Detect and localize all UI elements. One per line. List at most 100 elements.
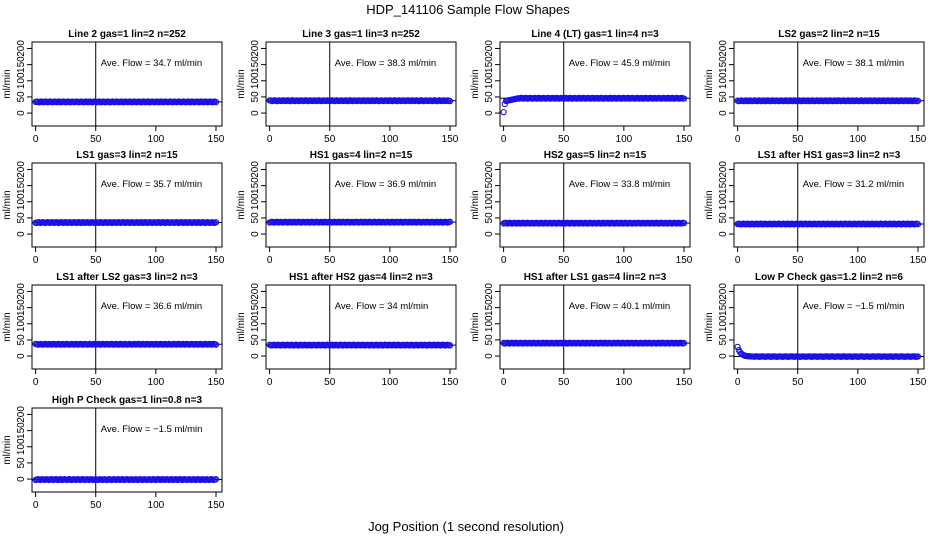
plot-frame <box>733 162 925 248</box>
x-tick-label: 50 <box>792 134 804 145</box>
x-tick-label: 150 <box>910 134 927 145</box>
panel-title: Line 4 (LT) gas=1 lin=4 n=3 <box>531 29 659 40</box>
panel-title: HS1 after HS2 gas=4 lin=2 n=3 <box>289 272 433 283</box>
x-tick-label: 150 <box>208 255 225 266</box>
plot-frame <box>499 284 691 370</box>
y-tick-label: 50 <box>484 91 495 103</box>
y-axis-label: ml/min <box>704 190 715 219</box>
x-tick-label: 100 <box>148 134 165 145</box>
y-tick-label: 200 <box>250 283 261 300</box>
panel-9: LS1 after LS2 gas=3 lin=2 n=30 50 100 15005… <box>2 272 225 388</box>
panel-13: High P Check gas=1 lin=0.8 n=30 50 100 1500… <box>2 395 225 511</box>
data-point <box>680 219 688 227</box>
x-tick-label: 50 <box>90 255 102 266</box>
y-tick-label: 0 <box>16 231 27 237</box>
y-tick-label: 150 <box>484 177 495 194</box>
panel-4: LS2 gas=2 lin=2 n=150 50 100 15005010015020… <box>704 29 927 145</box>
average-flow-annotation: Ave. Flow = 35.7 ml/min <box>101 179 202 190</box>
y-tick-label: 150 <box>484 299 495 316</box>
y-tick-label: 100 <box>484 193 495 210</box>
x-tick-label: 150 <box>442 377 459 388</box>
data-point <box>212 341 220 348</box>
data-point <box>914 353 922 360</box>
y-tick-label: 100 <box>16 438 27 455</box>
y-tick-label: 100 <box>16 72 27 89</box>
plot-frame <box>733 41 925 127</box>
x-tick-label: 0 <box>33 134 39 145</box>
plot-frame <box>499 162 691 248</box>
x-tick-label: 0 <box>501 377 507 388</box>
x-tick-label: 0 <box>33 500 39 511</box>
x-tick-label: 50 <box>792 255 804 266</box>
plot-frame <box>265 41 457 127</box>
panel-title: Low P Check gas=1.2 lin=2 n=6 <box>755 272 903 283</box>
data-point <box>680 95 688 102</box>
y-tick-label: 0 <box>484 110 495 116</box>
panel-10: HS1 after HS2 gas=4 lin=2 n=30 50 100 15005… <box>236 272 459 388</box>
data-points <box>266 218 454 226</box>
data-points <box>734 97 922 105</box>
x-tick-label: 150 <box>208 134 225 145</box>
average-flow-annotation: Ave. Flow = 40.1 ml/min <box>569 301 670 312</box>
y-tick-label: 150 <box>718 299 729 316</box>
plot-frame <box>265 162 457 248</box>
x-tick-label: 50 <box>324 255 336 266</box>
plot-frame <box>733 284 925 370</box>
average-flow-annotation: Ave. Flow = 45.9 ml/min <box>569 58 670 69</box>
y-tick-label: 200 <box>16 406 27 423</box>
y-tick-label: 50 <box>718 91 729 103</box>
x-tick-label: 100 <box>850 255 867 266</box>
average-flow-annotation: Ave. Flow = 38.3 ml/min <box>335 58 436 69</box>
y-tick-label: 100 <box>484 315 495 332</box>
data-point <box>500 108 507 116</box>
data-points <box>500 339 688 347</box>
y-axis-label: ml/min <box>704 312 715 341</box>
average-flow-annotation: Ave. Flow = −1.5 ml/min <box>101 424 203 435</box>
average-flow-annotation: Ave. Flow = 36.6 ml/min <box>101 301 202 312</box>
plot-frame <box>31 162 223 248</box>
average-flow-annotation: Ave. Flow = 33.8 ml/min <box>569 179 670 190</box>
y-tick-label: 50 <box>484 334 495 346</box>
x-tick-label: 100 <box>616 134 633 145</box>
x-tick-label: 100 <box>148 500 165 511</box>
x-tick-label: 150 <box>676 255 693 266</box>
y-tick-label: 0 <box>718 231 729 237</box>
data-point <box>680 339 688 347</box>
panel-title: Line 3 gas=1 lin=3 n=252 <box>302 29 420 40</box>
y-tick-label: 0 <box>718 353 729 359</box>
y-tick-label: 200 <box>718 283 729 300</box>
y-axis-label: ml/min <box>2 190 13 219</box>
panel-title: High P Check gas=1 lin=0.8 n=3 <box>52 395 203 406</box>
average-flow-annotation: Ave. Flow = 36.9 ml/min <box>335 179 436 190</box>
x-tick-label: 0 <box>267 377 273 388</box>
panel-11: HS1 after LS1 gas=4 lin=2 n=30 50 100 15005… <box>470 272 693 388</box>
x-tick-label: 50 <box>90 500 102 511</box>
y-tick-label: 150 <box>250 56 261 73</box>
y-tick-label: 150 <box>250 177 261 194</box>
x-tick-label: 0 <box>501 134 507 145</box>
y-axis-label: ml/min <box>704 69 715 98</box>
x-tick-label: 150 <box>208 377 225 388</box>
plot-frame <box>499 41 691 127</box>
x-tick-label: 50 <box>324 377 336 388</box>
x-tick-label: 150 <box>676 377 693 388</box>
y-tick-label: 50 <box>16 457 27 469</box>
y-tick-label: 100 <box>718 315 729 332</box>
data-point <box>734 343 741 351</box>
panel-title: HS1 gas=4 lin=2 n=15 <box>310 150 413 161</box>
data-point <box>914 97 922 104</box>
x-tick-label: 100 <box>382 134 399 145</box>
y-tick-label: 150 <box>16 299 27 316</box>
x-tick-label: 0 <box>267 255 273 266</box>
y-tick-label: 0 <box>16 476 27 482</box>
x-tick-label: 100 <box>616 377 633 388</box>
y-axis-label: ml/min <box>470 312 481 341</box>
x-tick-label: 100 <box>616 255 633 266</box>
x-tick-label: 0 <box>33 377 39 388</box>
average-flow-annotation: Ave. Flow = −1.5 ml/min <box>803 301 905 312</box>
y-tick-label: 50 <box>718 334 729 346</box>
y-axis-label: ml/min <box>236 69 247 98</box>
y-tick-label: 150 <box>16 177 27 194</box>
